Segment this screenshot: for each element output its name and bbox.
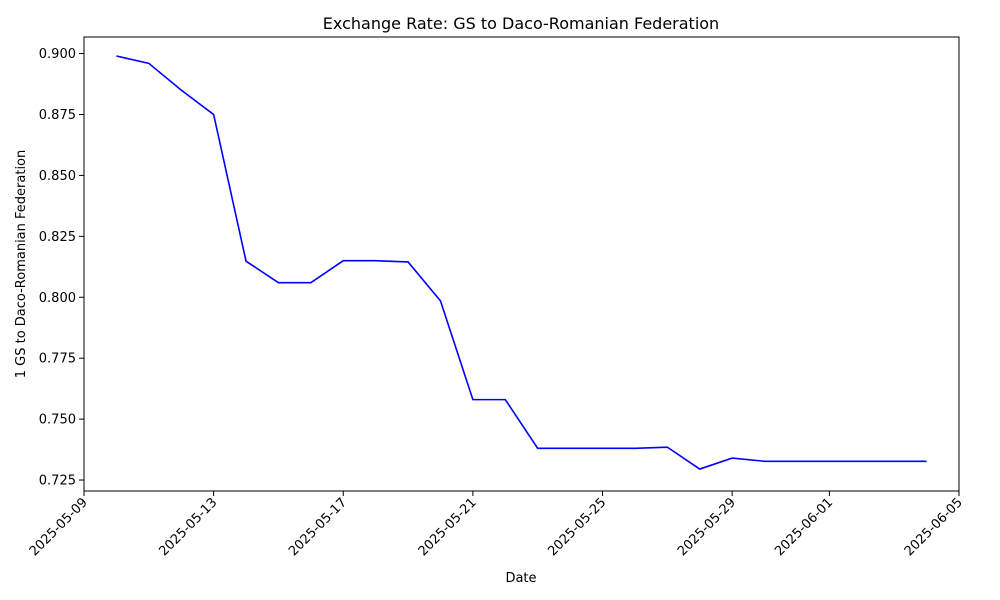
- x-tick-label: 2025-05-29: [675, 495, 739, 559]
- series-line: [116, 55, 927, 470]
- y-tick-label: 0.775: [39, 352, 76, 367]
- y-tick-label: 0.725: [39, 474, 76, 489]
- x-tick-label: 2025-06-05: [902, 495, 966, 559]
- y-tick-label: 0.800: [39, 291, 76, 306]
- y-tick-label: 0.750: [39, 413, 76, 428]
- plot-area: [83, 36, 960, 492]
- y-tick-label: 0.850: [39, 169, 76, 184]
- y-axis: 0.725 0.750 0.775 0.800 0.825 0.850 0.875 0.900: [39, 47, 84, 489]
- x-tick-label: 2025-05-21: [416, 495, 480, 559]
- chart-title: Exchange Rate: GS to Daco-Romanian Feder…: [323, 14, 719, 33]
- y-tick-label: 0.900: [39, 47, 76, 62]
- x-axis: 2025-05-09 2025-05-13 2025-05-17 2025-05-21…: [27, 491, 966, 559]
- x-tick-label: 2025-06-01: [772, 495, 836, 559]
- x-tick-label: 2025-05-13: [156, 495, 220, 559]
- x-tick-label: 2025-05-17: [286, 495, 350, 559]
- x-axis-title: Date: [505, 571, 536, 586]
- y-axis-title: 1 GS to Daco-Romanian Federation: [14, 150, 29, 379]
- x-tick-label: 2025-05-25: [545, 495, 609, 559]
- x-tick-label: 2025-05-09: [27, 495, 91, 559]
- y-tick-label: 0.825: [39, 230, 76, 245]
- y-tick-label: 0.875: [39, 108, 76, 123]
